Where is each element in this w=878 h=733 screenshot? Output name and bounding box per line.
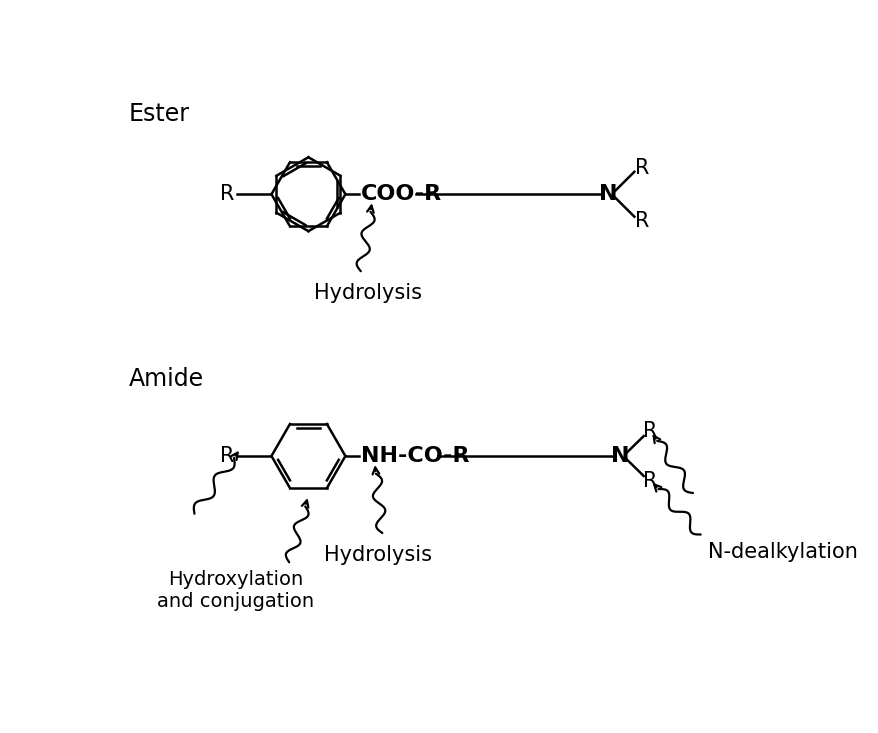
Text: N: N: [599, 184, 617, 205]
Text: Hydroxylation
and conjugation: Hydroxylation and conjugation: [156, 570, 313, 611]
Text: Amide: Amide: [129, 367, 204, 391]
Text: R: R: [634, 210, 649, 230]
Text: R: R: [643, 421, 657, 441]
Text: COO-R: COO-R: [360, 184, 442, 205]
Text: R: R: [643, 471, 657, 490]
Text: Hydrolysis: Hydrolysis: [314, 283, 422, 303]
Text: R: R: [634, 158, 649, 178]
Text: Hydrolysis: Hydrolysis: [324, 545, 432, 564]
Text: Ester: Ester: [129, 102, 190, 126]
Text: R: R: [220, 446, 234, 466]
Text: NH-CO-R: NH-CO-R: [360, 446, 469, 466]
Text: N-dealkylation: N-dealkylation: [708, 542, 857, 562]
Text: R: R: [220, 184, 234, 205]
Text: N: N: [610, 446, 629, 466]
